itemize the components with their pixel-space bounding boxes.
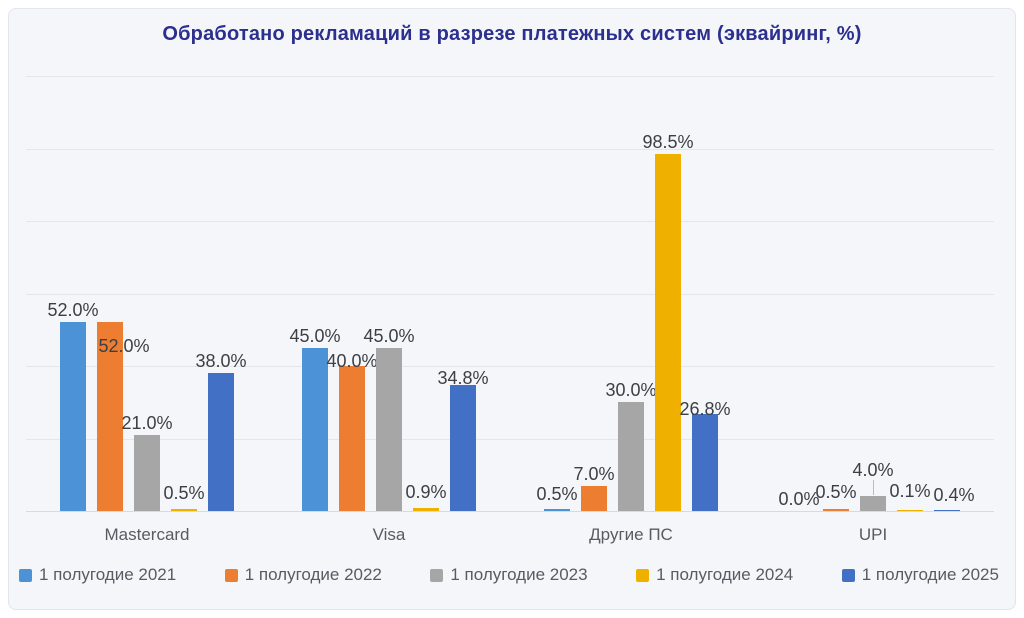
value-label: 38.0% [195,351,247,371]
bar-1 полугодие 2022-Visa[interactable] [339,366,365,511]
value-label: 52.0% [47,300,99,320]
bar-1 полугодие 2025-Mastercard[interactable] [208,373,234,511]
value-label: 0.1% [889,481,931,501]
legend-marker-icon [841,568,855,582]
legend-item-2023[interactable]: 1 полугодие 2023 [430,565,588,585]
legend-item-2022[interactable]: 1 полугодие 2022 [224,565,382,585]
value-label: 45.0% [289,326,341,346]
legend-marker-icon [430,568,444,582]
legend-label: 1 полугодие 2025 [861,565,999,584]
value-label: 0.5% [815,482,857,502]
value-label: 0.5% [163,483,205,503]
legend-label: 1 полугодие 2024 [656,565,794,584]
legend-label: 1 полугодие 2021 [39,565,177,584]
value-label: 0.5% [536,484,578,504]
category-label-0: Mastercard [104,525,190,544]
value-label: 52.0% [98,336,150,356]
legend-marker-icon [636,568,650,582]
chart-title: Обработано рекламаций в разрезе платежны… [162,23,862,45]
bar-1 полугодие 2023-Visa[interactable] [376,348,402,511]
value-label: 21.0% [121,413,173,433]
bar-1 полугодие 2025-Другие ПС[interactable] [692,414,718,511]
value-label: 7.0% [573,464,615,484]
legend-item-2021[interactable]: 1 полугодие 2021 [19,565,176,585]
value-label: 40.0% [326,351,378,371]
x-axis-line [26,511,994,512]
bar-1 полугодие 2025-Visa[interactable] [450,385,476,511]
gridline [26,148,994,150]
value-label: 26.8% [679,399,731,419]
bar-1 полугодие 2023-Mastercard[interactable] [134,435,160,511]
value-label: 45.0% [363,326,415,346]
legend-marker-icon [224,568,238,582]
bar-1 полугодие 2024-Mastercard[interactable] [171,509,197,511]
value-label: 98.5% [642,132,694,152]
bar-1 полугодие 2024-UPI[interactable] [897,510,923,511]
bar-1 полугодие 2025-UPI[interactable] [934,510,960,511]
chart-panel: Обработано рекламаций в разрезе платежны… [8,8,1016,610]
bar-1 полугодие 2023-UPI[interactable] [860,496,886,511]
category-label-1: Visa [372,525,406,544]
gridline [26,76,994,77]
legend-label: 1 полугодие 2023 [450,565,588,584]
gridline [26,293,994,295]
bar-1 полугодие 2024-Другие ПС[interactable] [655,154,681,511]
bar-1 полугодие 2022-UPI[interactable] [823,509,849,511]
bar-1 полугодие 2024-Visa[interactable] [413,508,439,511]
legend-item-2024[interactable]: 1 полугодие 2024 [636,565,793,585]
plot-area: Mastercard 52.0% 52.0% 21.0% 0.5% 38.0% Visa 45… [9,9,1015,609]
value-label: 4.0% [852,460,894,480]
category-label-2: Другие ПС [589,525,673,544]
legend: 1 полугодие 2021 1 полугодие 2022 1 полуго… [19,565,999,585]
value-label: 34.8% [437,368,489,388]
bar-1 полугодие 2022-Другие ПС[interactable] [581,486,607,511]
value-label: 0.4% [933,485,975,505]
value-label: 0.9% [405,482,447,502]
value-label: 0.0% [778,489,820,509]
legend-marker-icon [19,568,32,582]
legend-item-2025[interactable]: 1 полугодие 2025 [841,565,999,585]
category-label-3: UPI [858,525,888,544]
label-leader-line [873,480,874,495]
value-label: 30.0% [605,380,657,400]
bar-1 полугодие 2021-Другие ПС[interactable] [544,509,570,511]
bar-1 полугодие 2023-Другие ПС[interactable] [618,402,644,511]
legend-label: 1 полугодие 2022 [244,565,382,584]
gridline [26,221,994,222]
bar-1 полугодие 2022-Mastercard[interactable] [97,322,123,511]
gridline [26,438,994,440]
bar-1 полугодие 2021-Mastercard[interactable] [60,322,86,511]
gridline [26,366,994,367]
bar-1 полугодие 2021-Visa[interactable] [302,348,328,511]
